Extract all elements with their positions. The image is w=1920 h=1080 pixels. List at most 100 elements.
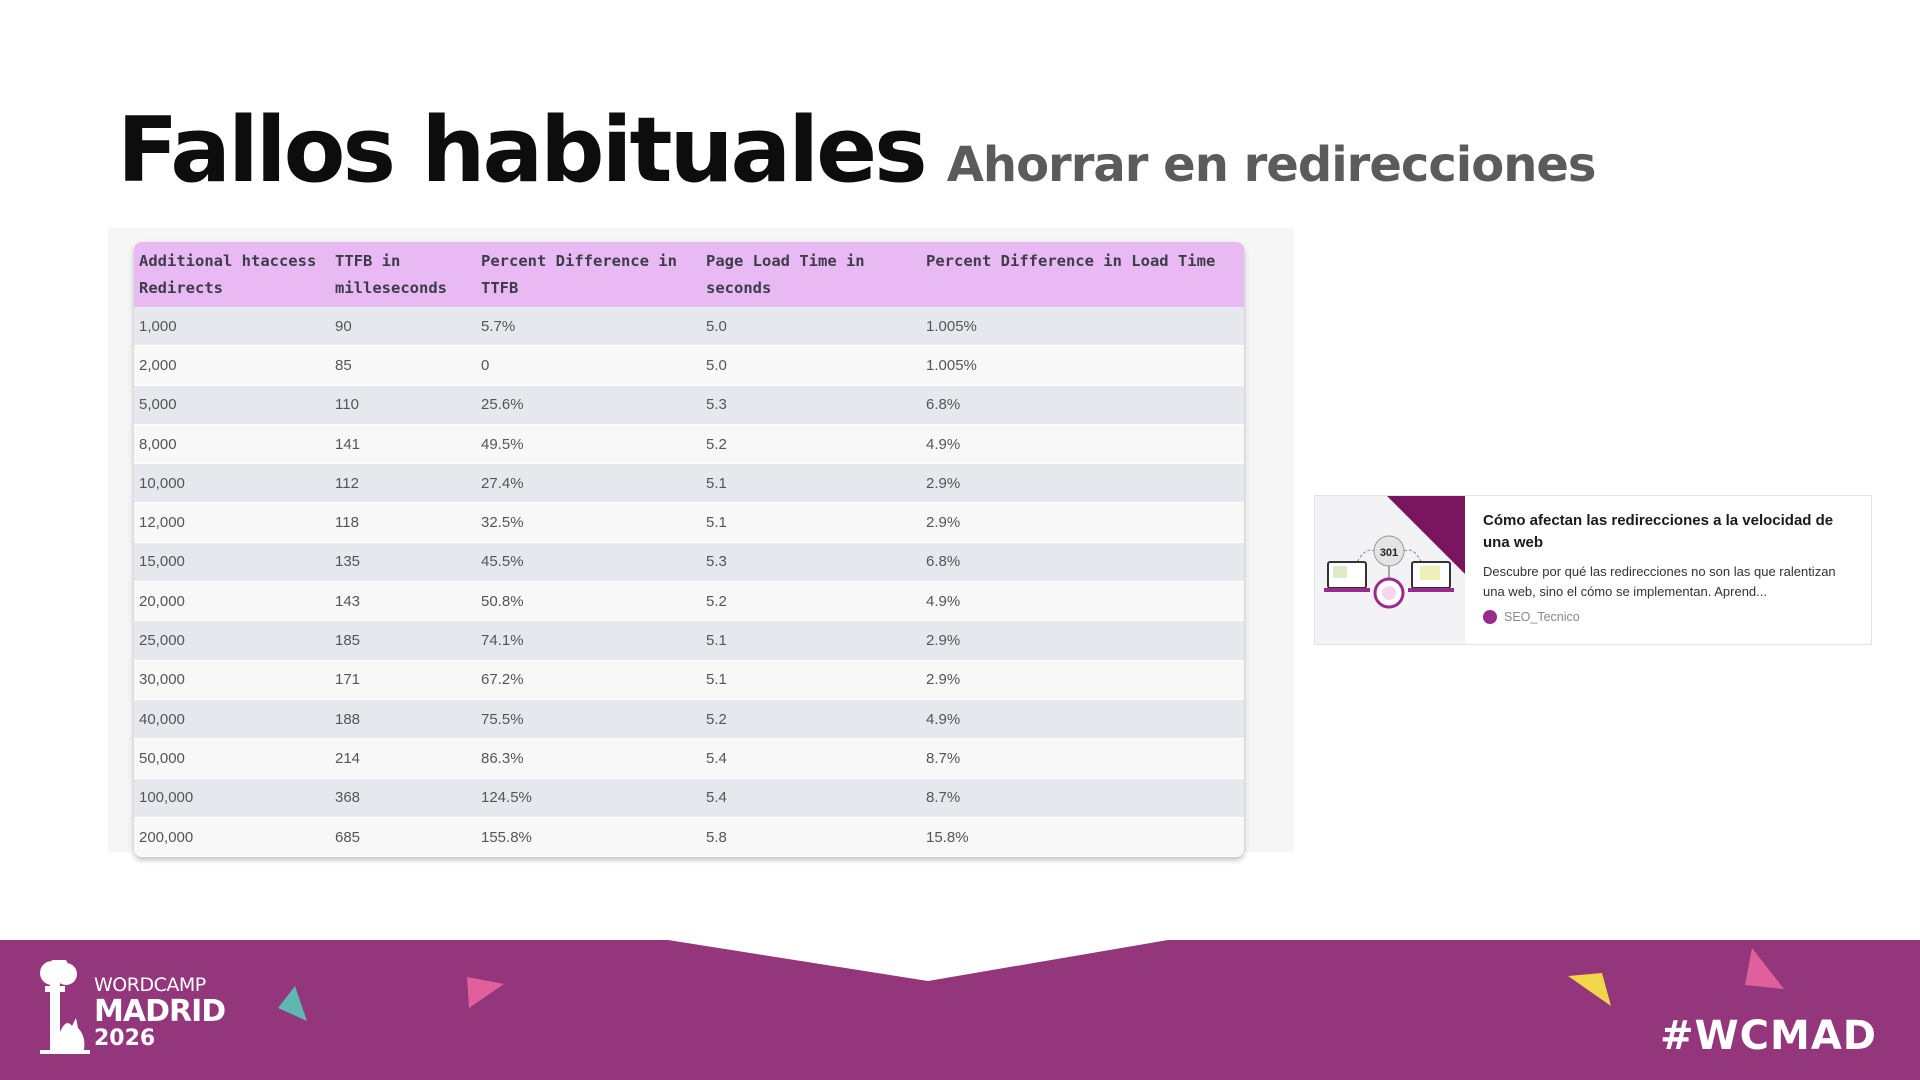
card-title[interactable]: Cómo afectan las redirecciones a la velo… xyxy=(1483,512,1834,551)
table-row: 25,000 185 74.1% 5.1 2.9% xyxy=(134,620,1244,661)
cell-redirects: 5,000 xyxy=(134,385,330,425)
cell-ttfb-diff: 74.1% xyxy=(476,620,701,661)
cell-load-diff: 6.8% xyxy=(921,385,1244,425)
cell-redirects: 12,000 xyxy=(134,502,330,543)
card-body: Cómo afectan las redirecciones a la velo… xyxy=(1465,496,1871,644)
table-header-row: Additional htaccess Redirects TTFB in mi… xyxy=(134,242,1244,307)
cell-load-diff: 8.7% xyxy=(921,778,1244,818)
cell-load-diff: 15.8% xyxy=(921,817,1244,858)
slide-title-row: Fallos habituales Ahorrar en redireccion… xyxy=(117,98,1596,208)
table-row: 30,000 171 67.2% 5.1 2.9% xyxy=(134,660,1244,700)
yellow-triangle-icon xyxy=(1568,973,1611,1006)
pink-triangle-2-icon xyxy=(1745,948,1784,989)
source-favicon-icon xyxy=(1483,610,1497,624)
table-screenshot: Additional htaccess Redirects TTFB in mi… xyxy=(108,228,1294,858)
table-row: 8,000 141 49.5% 5.2 4.9% xyxy=(134,424,1244,465)
table-body: 1,000 90 5.7% 5.0 1.005% 2,000 85 0 5.0 1.005% 5,0… xyxy=(134,307,1244,858)
cell-load-time: 5.0 xyxy=(701,345,921,386)
cell-ttfb-diff: 45.5% xyxy=(476,542,701,583)
cell-redirects: 10,000 xyxy=(134,463,330,504)
cell-ttfb: 118 xyxy=(330,502,476,543)
cell-ttfb: 110 xyxy=(330,385,476,425)
cell-ttfb-diff: 86.3% xyxy=(476,738,701,779)
table-row: 12,000 118 32.5% 5.1 2.9% xyxy=(134,502,1244,543)
cell-load-time: 5.1 xyxy=(701,463,921,504)
table-row: 5,000 110 25.6% 5.3 6.8% xyxy=(134,385,1244,425)
table-row: 10,000 112 27.4% 5.1 2.9% xyxy=(134,463,1244,504)
cell-ttfb-diff: 50.8% xyxy=(476,581,701,622)
cell-ttfb: 185 xyxy=(330,620,476,661)
brand-madrid: MADRID xyxy=(94,994,226,1029)
cell-ttfb-diff: 124.5% xyxy=(476,778,701,818)
table-row: 15,000 135 45.5% 5.3 6.8% xyxy=(134,542,1244,583)
cell-load-time: 5.2 xyxy=(701,699,921,740)
cell-redirects: 100,000 xyxy=(134,778,330,818)
table-row: 2,000 85 0 5.0 1.005% xyxy=(134,345,1244,386)
cell-redirects: 200,000 xyxy=(134,817,330,858)
cell-load-time: 5.0 xyxy=(701,307,921,347)
brand-year: 2026 xyxy=(94,1026,156,1051)
table-row: 40,000 188 75.5% 5.2 4.9% xyxy=(134,699,1244,740)
cell-load-time: 5.2 xyxy=(701,424,921,465)
cell-ttfb-diff: 25.6% xyxy=(476,385,701,425)
card-source: SEO_Tecnico xyxy=(1483,610,1853,624)
cell-ttfb: 85 xyxy=(330,345,476,386)
cell-ttfb-diff: 5.7% xyxy=(476,307,701,347)
cell-load-time: 5.4 xyxy=(701,738,921,779)
cell-load-time: 5.1 xyxy=(701,620,921,661)
redirects-table: Additional htaccess Redirects TTFB in mi… xyxy=(134,242,1244,858)
cell-ttfb: 188 xyxy=(330,699,476,740)
cell-ttfb-diff: 32.5% xyxy=(476,502,701,543)
link-preview-card[interactable]: 301 Cómo afectan las redirecciones a la … xyxy=(1314,495,1872,645)
cell-redirects: 30,000 xyxy=(134,660,330,700)
cell-load-time: 5.4 xyxy=(701,778,921,818)
cell-ttfb-diff: 0 xyxy=(476,345,701,386)
cell-ttfb-diff: 67.2% xyxy=(476,660,701,700)
cell-ttfb: 112 xyxy=(330,463,476,504)
cell-load-time: 5.3 xyxy=(701,385,921,425)
cell-load-diff: 2.9% xyxy=(921,660,1244,700)
card-source-name: SEO_Tecnico xyxy=(1504,610,1580,624)
cell-load-diff: 8.7% xyxy=(921,738,1244,779)
cell-ttfb: 685 xyxy=(330,817,476,858)
card-description: Descubre por qué las redirecciones no so… xyxy=(1483,564,1836,599)
cell-load-time: 5.3 xyxy=(701,542,921,583)
header-load-time: Page Load Time in seconds xyxy=(701,242,921,307)
cell-load-diff: 2.9% xyxy=(921,463,1244,504)
slide-subtitle: Ahorrar en redirecciones xyxy=(946,137,1597,193)
cell-load-time: 5.1 xyxy=(701,502,921,543)
cell-redirects: 25,000 xyxy=(134,620,330,661)
cell-ttfb: 171 xyxy=(330,660,476,700)
cell-redirects: 8,000 xyxy=(134,424,330,465)
cell-ttfb-diff: 49.5% xyxy=(476,424,701,465)
cell-redirects: 1,000 xyxy=(134,307,330,347)
cell-redirects: 15,000 xyxy=(134,542,330,583)
table-row: 200,000 685 155.8% 5.8 15.8% xyxy=(134,817,1244,858)
cell-redirects: 2,000 xyxy=(134,345,330,386)
cell-load-diff: 1.005% xyxy=(921,345,1244,386)
brand-wordcamp: WORDCAMP xyxy=(94,974,206,996)
cell-load-diff: 2.9% xyxy=(921,620,1244,661)
table-row: 20,000 143 50.8% 5.2 4.9% xyxy=(134,581,1244,622)
cell-ttfb: 143 xyxy=(330,581,476,622)
header-ttfb: TTFB in milleseconds xyxy=(330,242,476,307)
cell-ttfb: 214 xyxy=(330,738,476,779)
cell-redirects: 40,000 xyxy=(134,699,330,740)
header-load-diff: Percent Difference in Load Time xyxy=(921,242,1244,307)
cell-load-diff: 2.9% xyxy=(921,502,1244,543)
table-row: 1,000 90 5.7% 5.0 1.005% xyxy=(134,307,1244,347)
redirect-illustration-icon: 301 xyxy=(1324,496,1465,609)
teal-triangle-icon xyxy=(278,986,307,1021)
cell-load-diff: 4.9% xyxy=(921,699,1244,740)
cell-ttfb: 135 xyxy=(330,542,476,583)
cell-redirects: 50,000 xyxy=(134,738,330,779)
event-hashtag: #WCMAD xyxy=(1660,1013,1877,1059)
wordcamp-logo-icon xyxy=(40,960,90,1054)
cell-ttfb-diff: 27.4% xyxy=(476,463,701,504)
cell-ttfb-diff: 155.8% xyxy=(476,817,701,858)
cell-load-diff: 4.9% xyxy=(921,581,1244,622)
footer-band xyxy=(0,940,1920,1080)
cell-load-diff: 1.005% xyxy=(921,307,1244,347)
slide-title: Fallos habituales xyxy=(117,98,928,203)
table-row: 100,000 368 124.5% 5.4 8.7% xyxy=(134,778,1244,818)
